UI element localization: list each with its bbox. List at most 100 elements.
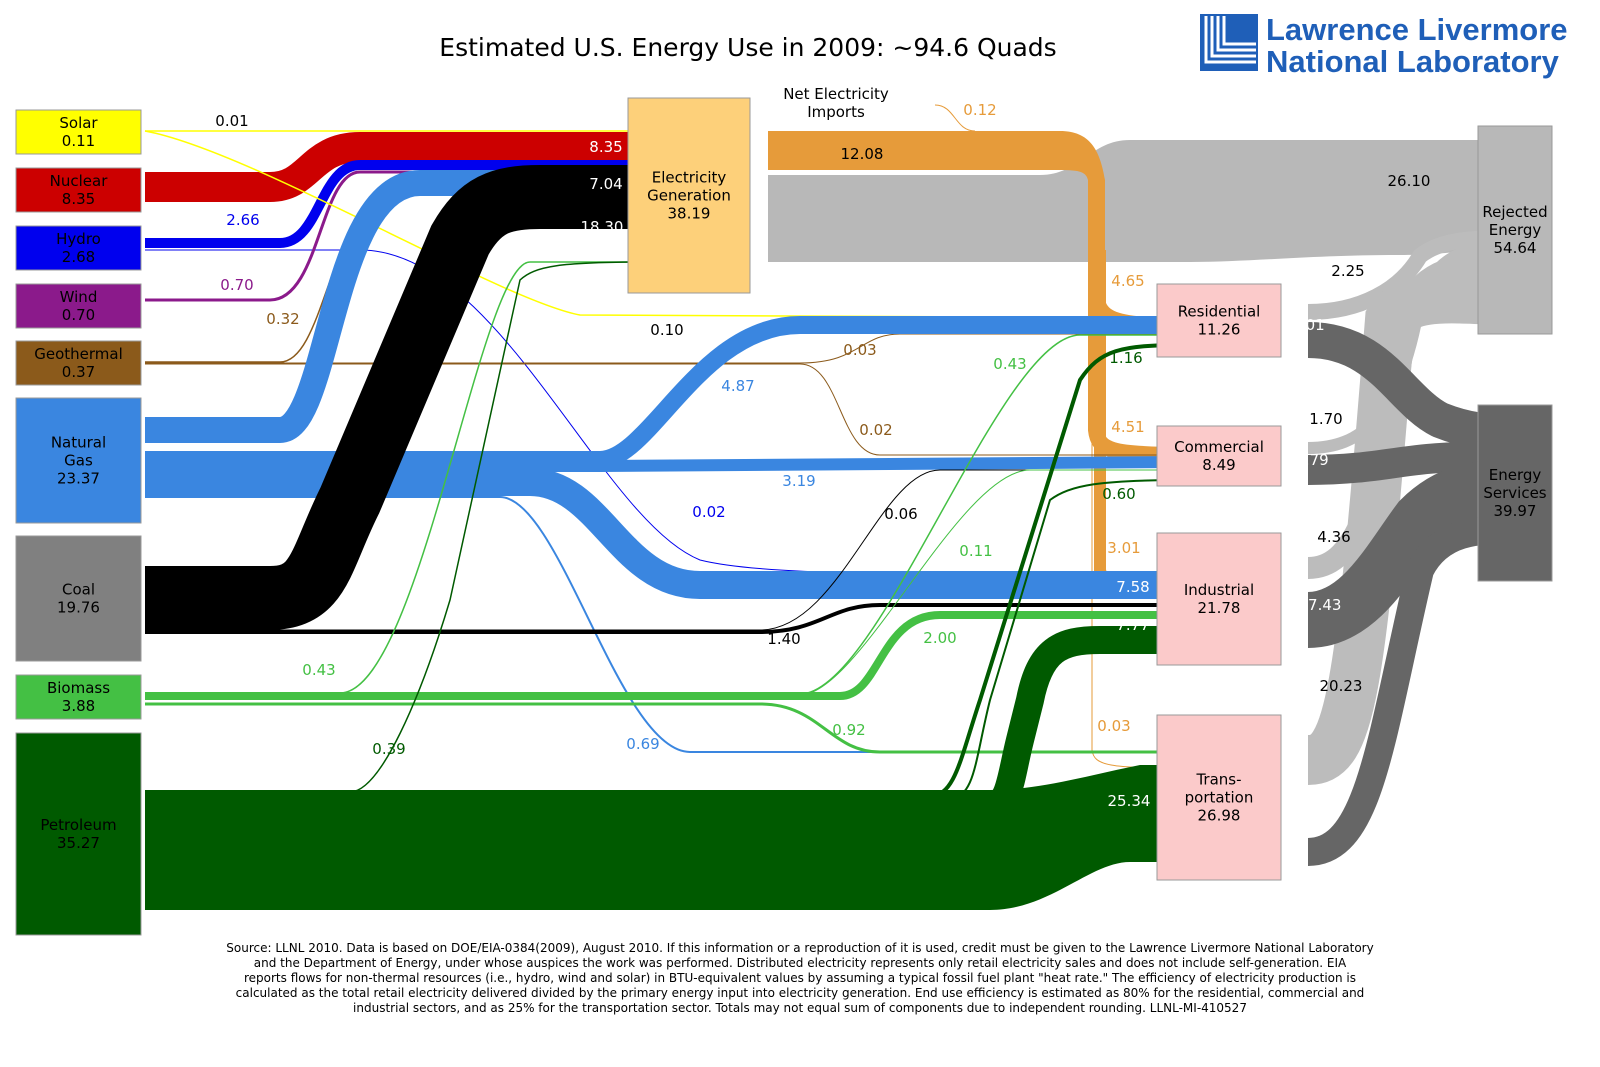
boxes-layer: Solar0.11Nuclear8.35Hydro2.68Wind0.70Geo… (15, 85, 1553, 936)
flow-value-label: 0.02 (859, 421, 892, 439)
flow-elec-delivered (768, 131, 1185, 334)
sector-transportation-rect (1156, 714, 1282, 881)
flow-value-label: 18.30 (581, 218, 624, 236)
source-natural-gas-rect (15, 397, 142, 524)
output-rejected-label: Energy (1489, 221, 1542, 239)
flows-layer (144, 104, 1511, 910)
source-natural-gas-label: Natural (51, 434, 106, 452)
flow-gas-elec (145, 170, 648, 443)
net-imports-label: Net Electricity (783, 85, 889, 103)
flow-pet-elec (160, 261, 649, 793)
source-note-line: reports flows for non-thermal resources … (244, 971, 1356, 985)
source-solar-value: 0.11 (62, 132, 95, 150)
source-nuclear-label: Nuclear (50, 172, 109, 190)
flow-pet-res (160, 343, 1186, 798)
flow-pet-ind (160, 626, 1185, 820)
flow-value-label: 1.40 (767, 630, 800, 648)
flow-value-label: 12.08 (841, 145, 884, 163)
source-coal-rect (15, 535, 142, 662)
source-coal-label: Coal (62, 581, 95, 599)
flow-value-label: 0.43 (302, 661, 335, 679)
flow-value-label: 0.69 (626, 735, 659, 753)
flow-bio-trans (145, 702, 1185, 754)
flow-gas-trans (145, 496, 1185, 753)
flow-geo-res (145, 333, 1185, 364)
flow-value-label: 2.00 (923, 629, 956, 647)
flow-value-label: 25.34 (1108, 792, 1151, 810)
source-wind-rect (15, 283, 142, 329)
flow-value-label: 0.39 (372, 740, 405, 758)
flow-value-label: 4.87 (721, 377, 754, 395)
source-solar-rect (15, 109, 142, 155)
source-note-line: industrial sectors, and as 25% for the t… (353, 1001, 1247, 1015)
flow-value-label: 0.43 (993, 355, 1026, 373)
flow-geo-com (145, 363, 1185, 456)
flow-bio-ind (145, 611, 1185, 700)
source-hydro-value: 2.68 (62, 248, 95, 266)
source-nuclear-rect (15, 167, 142, 213)
source-geothermal-label: Geothermal (34, 345, 123, 363)
source-note-line: and the Department of Energy, under whos… (254, 956, 1347, 970)
electricity-generation-box-value: 38.19 (668, 205, 711, 223)
flow-value-label: 3.01 (1107, 539, 1140, 557)
flow-value-label: 4.36 (1317, 528, 1350, 546)
source-wind-label: Wind (60, 288, 98, 306)
flow-nuclear-elec (145, 132, 648, 202)
flow-gas-res (145, 316, 1185, 469)
flow-value-label: 0.06 (884, 505, 917, 523)
source-hydro-label: Hydro (56, 230, 101, 248)
llnl-logo-icon (1200, 14, 1258, 71)
flow-value-label: 0.92 (832, 721, 865, 739)
flow-value-label: 7.04 (589, 175, 622, 193)
flow-value-label: 6.79 (1295, 451, 1328, 469)
source-natural-gas-label: Gas (64, 452, 93, 470)
output-services-value: 39.97 (1494, 502, 1537, 520)
source-petroleum-label: Petroleum (40, 816, 116, 834)
sector-transportation-value: 26.98 (1198, 807, 1241, 825)
flow-value-label: 3.19 (782, 472, 815, 490)
source-note-line: calculated as the total retail electrici… (236, 986, 1365, 1000)
output-rejected-label: Rejected (1482, 203, 1547, 221)
flow-elec-rejected (768, 140, 1510, 262)
flow-value-label: 2.66 (226, 211, 259, 229)
sector-transportation-label: portation (1185, 789, 1254, 807)
source-wind-value: 0.70 (62, 306, 95, 324)
sector-industrial-value: 21.78 (1198, 599, 1241, 617)
source-hydro-rect (15, 225, 142, 271)
sector-industrial-label: Industrial (1184, 581, 1254, 599)
net-imports-value: 0.12 (963, 101, 996, 119)
flow-value-label: 0.03 (1097, 717, 1130, 735)
chart-title: Estimated U.S. Energy Use in 2009: ~94.6… (439, 33, 1056, 62)
sector-commercial-value: 8.49 (1202, 456, 1235, 474)
flow-solar-res (144, 130, 1186, 319)
flow-value-label: 26.10 (1388, 172, 1431, 190)
source-geothermal-rect (15, 340, 142, 386)
flow-hydro-elec (145, 160, 648, 248)
flow-pet-com (160, 479, 1186, 799)
sector-residential-value: 11.26 (1198, 321, 1241, 339)
electricity-generation-box-label: Generation (647, 187, 731, 205)
flow-value-label: 0.10 (650, 321, 683, 339)
flow-value-label: 0.03 (843, 341, 876, 359)
source-petroleum-rect (15, 732, 142, 936)
flow-value-label: 8.35 (589, 138, 622, 156)
source-biomass-label: Biomass (47, 679, 110, 697)
flow-bio-res (145, 334, 1185, 695)
electricity-generation-box-label: Electricity (652, 169, 727, 187)
flow-value-label: 17.43 (1299, 596, 1342, 614)
flow-value-label: 7.77 (1116, 616, 1149, 634)
logo-line1: Lawrence Livermore (1266, 12, 1568, 47)
flow-net-imports (934, 104, 976, 132)
